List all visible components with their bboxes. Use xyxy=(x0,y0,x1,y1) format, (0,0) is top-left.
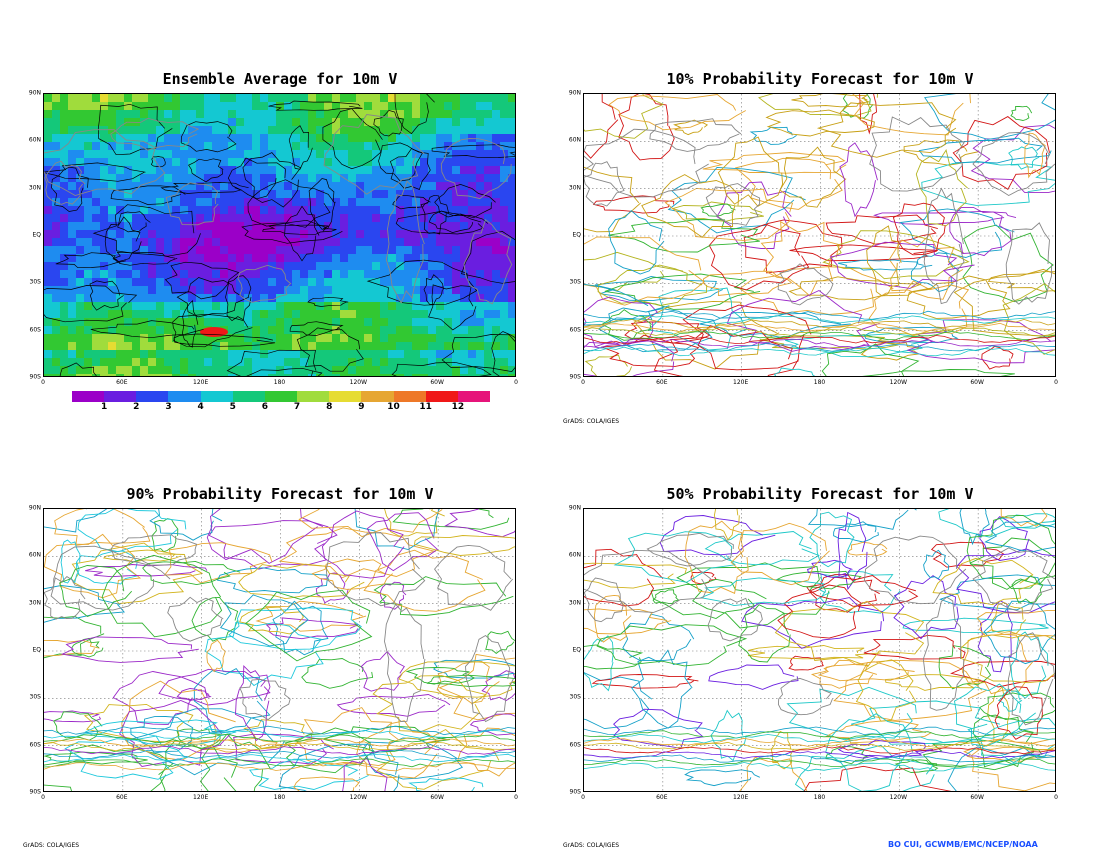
colorbar-swatch xyxy=(200,391,233,402)
colorbar-swatch xyxy=(361,391,394,402)
lat-tick-label: 60N xyxy=(28,136,41,144)
colorbar-swatch xyxy=(264,391,298,402)
lon-tick-label: 120W xyxy=(349,379,368,386)
lat-tick-label: 60N xyxy=(568,136,581,144)
colorbar-label: 1 xyxy=(101,402,108,412)
contour-map xyxy=(584,94,1055,376)
colorbar-swatch xyxy=(104,391,137,402)
lon-tick-label: 120E xyxy=(733,379,749,386)
lat-tick-label: 90S xyxy=(569,788,581,796)
lon-tick-label: 0 xyxy=(581,379,585,386)
grads-credit: GrADS: COLA/IGES xyxy=(563,842,620,849)
lat-tick-label: 90N xyxy=(28,504,41,512)
colorbar-label: 11 xyxy=(419,402,432,412)
lat-tick-label: 30S xyxy=(569,278,581,286)
lat-tick-label: 90S xyxy=(569,373,581,381)
lon-tick-label: 0 xyxy=(41,379,45,386)
colorbar-label: 2 xyxy=(133,402,140,412)
lon-tick-label: 60W xyxy=(430,379,444,386)
lat-tick-label: 60N xyxy=(28,551,41,559)
lat-tick-label: EQ xyxy=(572,646,581,654)
lon-tick-label: 180 xyxy=(813,794,826,801)
lat-tick-label: 30N xyxy=(28,184,41,192)
map-10pct xyxy=(583,93,1056,377)
contour-map xyxy=(44,509,515,791)
lat-tick-label: 30S xyxy=(29,278,41,286)
lat-tick-label: 30S xyxy=(569,693,581,701)
map-ensemble-average xyxy=(43,93,516,377)
lat-tick-label: 30N xyxy=(568,599,581,607)
lat-tick-label: 60S xyxy=(29,326,41,334)
lon-tick-label: 120W xyxy=(349,794,368,801)
lon-tick-label: 0 xyxy=(514,794,518,801)
map-50pct xyxy=(583,508,1056,792)
colorbar-swatch xyxy=(457,391,491,402)
lon-tick-label: 60W xyxy=(430,794,444,801)
lon-tick-label: 120W xyxy=(889,379,908,386)
lat-tick-label: EQ xyxy=(32,646,41,654)
lon-tick-label: 180 xyxy=(813,379,826,386)
lon-tick-label: 120E xyxy=(193,379,209,386)
lat-tick-label: 60N xyxy=(568,551,581,559)
lat-tick-label: 90S xyxy=(29,788,41,796)
lon-tick-label: 60W xyxy=(970,794,984,801)
lon-tick-label: 120W xyxy=(889,794,908,801)
lat-tick-label: 90N xyxy=(568,89,581,97)
lat-tick-label: 30S xyxy=(29,693,41,701)
colorbar-label: 6 xyxy=(261,402,269,412)
colorbar-label: 12 xyxy=(451,402,465,412)
lat-tick-label: 90N xyxy=(568,504,581,512)
lon-tick-label: 60E xyxy=(116,794,128,801)
lon-tick-label: 60E xyxy=(656,794,668,801)
lon-tick-label: 60W xyxy=(970,379,984,386)
lat-tick-label: 60S xyxy=(569,326,581,334)
filled-field-map xyxy=(44,94,515,376)
grads-credit: GrADS: COLA/IGES xyxy=(23,842,80,849)
colorbar-label: 9 xyxy=(358,402,365,412)
contour-map xyxy=(584,509,1055,791)
colorbar-label: 4 xyxy=(197,402,204,412)
lon-tick-label: 0 xyxy=(581,794,585,801)
panel-title: 50% Probability Forecast for 10m V xyxy=(666,485,974,503)
lon-tick-label: 180 xyxy=(273,794,286,801)
map-90pct xyxy=(43,508,516,792)
colorbar-label: 5 xyxy=(229,402,236,412)
lon-tick-label: 0 xyxy=(1054,379,1058,386)
panel-title: Ensemble Average for 10m V xyxy=(162,70,398,88)
colorbar-swatch xyxy=(232,391,265,402)
lon-tick-label: 0 xyxy=(1054,794,1058,801)
grads-credit: GrADS: COLA/IGES xyxy=(563,418,620,425)
lat-tick-label: 90S xyxy=(29,373,41,381)
lon-tick-label: 60E xyxy=(116,379,128,386)
colorbar-swatch xyxy=(168,391,201,402)
lon-tick-label: 120E xyxy=(193,794,209,801)
lon-tick-label: 60E xyxy=(656,379,668,386)
lat-tick-label: 30N xyxy=(28,599,41,607)
colorbar-label: 8 xyxy=(326,402,333,412)
colorbar-swatch xyxy=(425,391,458,402)
lat-tick-label: EQ xyxy=(572,231,581,239)
colorbar-label: 10 xyxy=(387,402,400,412)
colorbar-swatch xyxy=(136,391,169,402)
colorbar-swatch xyxy=(72,391,105,402)
lat-tick-label: 90N xyxy=(28,89,41,97)
lat-tick-label: 60S xyxy=(569,741,581,749)
lon-tick-label: 120E xyxy=(733,794,749,801)
colorbar-label: 7 xyxy=(293,402,301,412)
colorbar-swatch xyxy=(297,391,330,402)
author-credit: BO CUI, GCWMB/EMC/NCEP/NOAA xyxy=(888,840,1038,849)
lat-tick-label: EQ xyxy=(32,231,41,239)
lat-tick-label: 60S xyxy=(29,741,41,749)
lon-tick-label: 180 xyxy=(273,379,286,386)
colorbar xyxy=(72,391,491,402)
colorbar-swatch xyxy=(393,391,426,402)
lon-tick-label: 0 xyxy=(514,379,518,386)
colorbar-swatch xyxy=(329,391,362,402)
lon-tick-label: 0 xyxy=(41,794,45,801)
panel-title: 90% Probability Forecast for 10m V xyxy=(126,485,434,503)
colorbar-label: 3 xyxy=(165,402,172,412)
panel-title: 10% Probability Forecast for 10m V xyxy=(666,70,974,88)
lat-tick-label: 30N xyxy=(568,184,581,192)
